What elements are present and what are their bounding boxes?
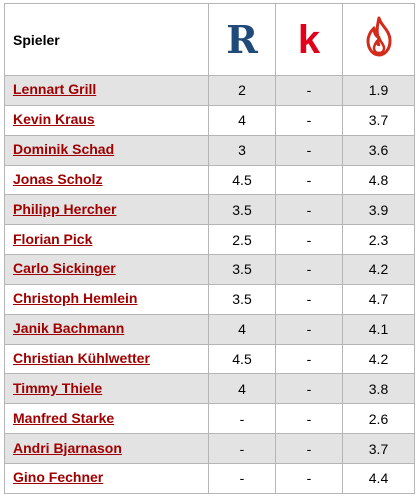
rating-f-cell: 2.6 bbox=[342, 403, 415, 435]
table-row: Lennart Grill 2-1.9 bbox=[4, 75, 415, 106]
rating-f-cell: 4.4 bbox=[342, 462, 415, 494]
table-row: Philipp Hercher 3.5-3.9 bbox=[4, 194, 415, 226]
rating-r-cell: 3.5 bbox=[208, 283, 276, 315]
rating-r-cell: - bbox=[208, 433, 276, 464]
rating-r-cell: 4.5 bbox=[208, 343, 276, 375]
player-cell: Andri Bjarnason bbox=[4, 433, 209, 464]
rating-k-cell: - bbox=[275, 343, 343, 375]
table-row: Dominik Schad 3-3.6 bbox=[4, 134, 415, 166]
player-cell: Christoph Hemlein bbox=[4, 283, 209, 315]
player-cell: Lennart Grill bbox=[4, 75, 209, 106]
player-cell: Timmy Thiele bbox=[4, 373, 209, 405]
rating-r-cell: 3.5 bbox=[208, 254, 276, 285]
rating-r-logo-icon: R bbox=[226, 16, 258, 62]
table-row: Christian Kühlwetter 4.5-4.2 bbox=[4, 343, 415, 375]
table-header-row: Spieler R k bbox=[4, 3, 415, 76]
player-cell: Manfred Starke bbox=[4, 403, 209, 435]
player-link[interactable]: Kevin Kraus bbox=[13, 111, 95, 128]
rating-f-cell: 3.6 bbox=[342, 134, 415, 166]
player-column-header: Spieler bbox=[4, 3, 209, 76]
rating-k-logo-icon: k bbox=[297, 17, 321, 62]
rating-f-cell: 1.9 bbox=[342, 75, 415, 106]
rating-r-column-header: R bbox=[208, 3, 276, 76]
rating-r-cell: - bbox=[208, 403, 276, 435]
rating-k-cell: - bbox=[275, 462, 343, 494]
player-link[interactable]: Christoph Hemlein bbox=[13, 290, 138, 307]
table-row: Kevin Kraus 4-3.7 bbox=[4, 104, 415, 136]
player-link[interactable]: Andri Bjarnason bbox=[13, 439, 122, 456]
player-link[interactable]: Jonas Scholz bbox=[13, 170, 103, 187]
rating-r-cell: 3 bbox=[208, 134, 276, 166]
rating-k-cell: - bbox=[275, 75, 343, 106]
flame-logo-icon bbox=[366, 16, 391, 57]
rating-r-cell: 2 bbox=[208, 75, 276, 106]
rating-f-cell: 3.7 bbox=[342, 433, 415, 464]
ratings-table: Spieler R k Lennart Grill 2-1.9 Kevin Krau… bbox=[4, 3, 415, 494]
player-cell: Gino Fechner bbox=[4, 462, 209, 494]
player-cell: Florian Pick bbox=[4, 224, 209, 256]
player-cell: Kevin Kraus bbox=[4, 104, 209, 136]
table-row: Andri Bjarnason - -3.7 bbox=[4, 433, 415, 464]
rating-r-cell: - bbox=[208, 462, 276, 494]
rating-k-cell: - bbox=[275, 164, 343, 196]
rating-f-cell: 4.1 bbox=[342, 313, 415, 345]
rating-f-cell: 4.7 bbox=[342, 283, 415, 315]
rating-r-cell: 4 bbox=[208, 313, 276, 345]
rating-f-cell: 4.2 bbox=[342, 254, 415, 285]
table-row: Gino Fechner - -4.4 bbox=[4, 462, 415, 494]
player-link[interactable]: Carlo Sickinger bbox=[13, 260, 116, 277]
player-link[interactable]: Gino Fechner bbox=[13, 469, 104, 486]
rating-f-cell: 4.2 bbox=[342, 343, 415, 375]
rating-k-cell: - bbox=[275, 104, 343, 136]
table-row: Janik Bachmann 4-4.1 bbox=[4, 313, 415, 345]
player-cell: Dominik Schad bbox=[4, 134, 209, 166]
player-link[interactable]: Florian Pick bbox=[13, 230, 93, 247]
rating-k-cell: - bbox=[275, 194, 343, 226]
rating-k-cell: - bbox=[275, 403, 343, 435]
table-row: Timmy Thiele 4-3.8 bbox=[4, 373, 415, 405]
rating-k-cell: - bbox=[275, 373, 343, 405]
rating-k-column-header: k bbox=[275, 3, 343, 76]
rating-f-cell: 3.9 bbox=[342, 194, 415, 226]
rating-r-cell: 3.5 bbox=[208, 194, 276, 226]
player-cell: Carlo Sickinger bbox=[4, 254, 209, 285]
rating-k-cell: - bbox=[275, 433, 343, 464]
rating-r-cell: 4 bbox=[208, 373, 276, 405]
rating-k-cell: - bbox=[275, 224, 343, 256]
table-row: Florian Pick 2.5-2.3 bbox=[4, 224, 415, 256]
rating-k-cell: - bbox=[275, 134, 343, 166]
player-link[interactable]: Christian Kühlwetter bbox=[13, 350, 150, 367]
player-cell: Janik Bachmann bbox=[4, 313, 209, 345]
rating-k-cell: - bbox=[275, 254, 343, 285]
ratings-table-container: Spieler R k Lennart Grill 2-1.9 Kevin Krau… bbox=[4, 3, 415, 494]
player-cell: Jonas Scholz bbox=[4, 164, 209, 196]
table-row: Jonas Scholz 4.5-4.8 bbox=[4, 164, 415, 196]
rating-f-cell: 3.7 bbox=[342, 104, 415, 136]
player-link[interactable]: Lennart Grill bbox=[13, 81, 97, 98]
player-cell: Philipp Hercher bbox=[4, 194, 209, 226]
rating-f-cell: 3.8 bbox=[342, 373, 415, 405]
player-cell: Christian Kühlwetter bbox=[4, 343, 209, 375]
rating-r-cell: 4.5 bbox=[208, 164, 276, 196]
player-link[interactable]: Janik Bachmann bbox=[13, 320, 125, 337]
player-link[interactable]: Philipp Hercher bbox=[13, 200, 117, 217]
rating-f-cell: 4.8 bbox=[342, 164, 415, 196]
flame-column-header bbox=[342, 3, 415, 76]
table-row: Christoph Hemlein 3.5-4.7 bbox=[4, 283, 415, 315]
rating-f-cell: 2.3 bbox=[342, 224, 415, 256]
table-row: Manfred Starke - -2.6 bbox=[4, 403, 415, 435]
player-link[interactable]: Dominik Schad bbox=[13, 141, 115, 158]
rating-r-cell: 4 bbox=[208, 104, 276, 136]
player-link[interactable]: Manfred Starke bbox=[13, 409, 115, 426]
rating-r-cell: 2.5 bbox=[208, 224, 276, 256]
rating-k-cell: - bbox=[275, 283, 343, 315]
table-row: Carlo Sickinger 3.5-4.2 bbox=[4, 254, 415, 285]
rating-k-cell: - bbox=[275, 313, 343, 345]
player-link[interactable]: Timmy Thiele bbox=[13, 379, 103, 396]
